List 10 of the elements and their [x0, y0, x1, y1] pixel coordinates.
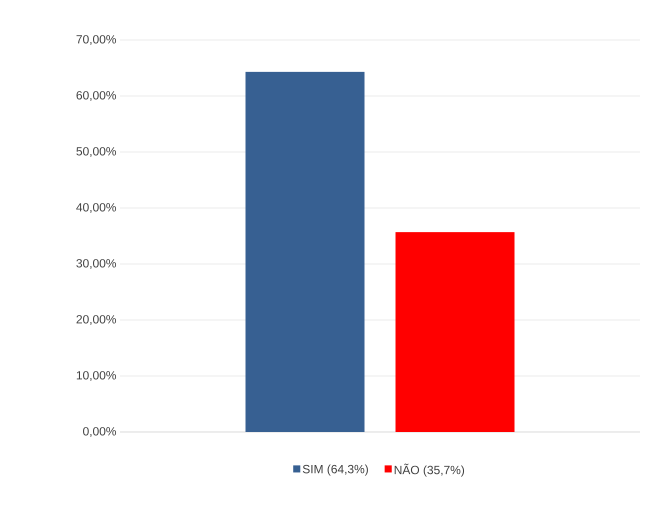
y-tick-label: 70,00%	[76, 35, 116, 45]
y-tick-label: 10,00%	[76, 371, 116, 381]
y-tick-label: 60,00%	[76, 91, 116, 101]
y-tick-label: 30,00%	[76, 259, 116, 269]
legend-label: NÃO (35,7%)	[394, 464, 464, 477]
y-tick-label: 0,00%	[83, 427, 116, 437]
y-tick-label: 40,00%	[76, 203, 116, 213]
y-tick-label: 20,00%	[76, 315, 116, 325]
y-tick-label: 50,00%	[76, 147, 116, 157]
legend-label: SIM (64,3%)	[302, 464, 368, 476]
